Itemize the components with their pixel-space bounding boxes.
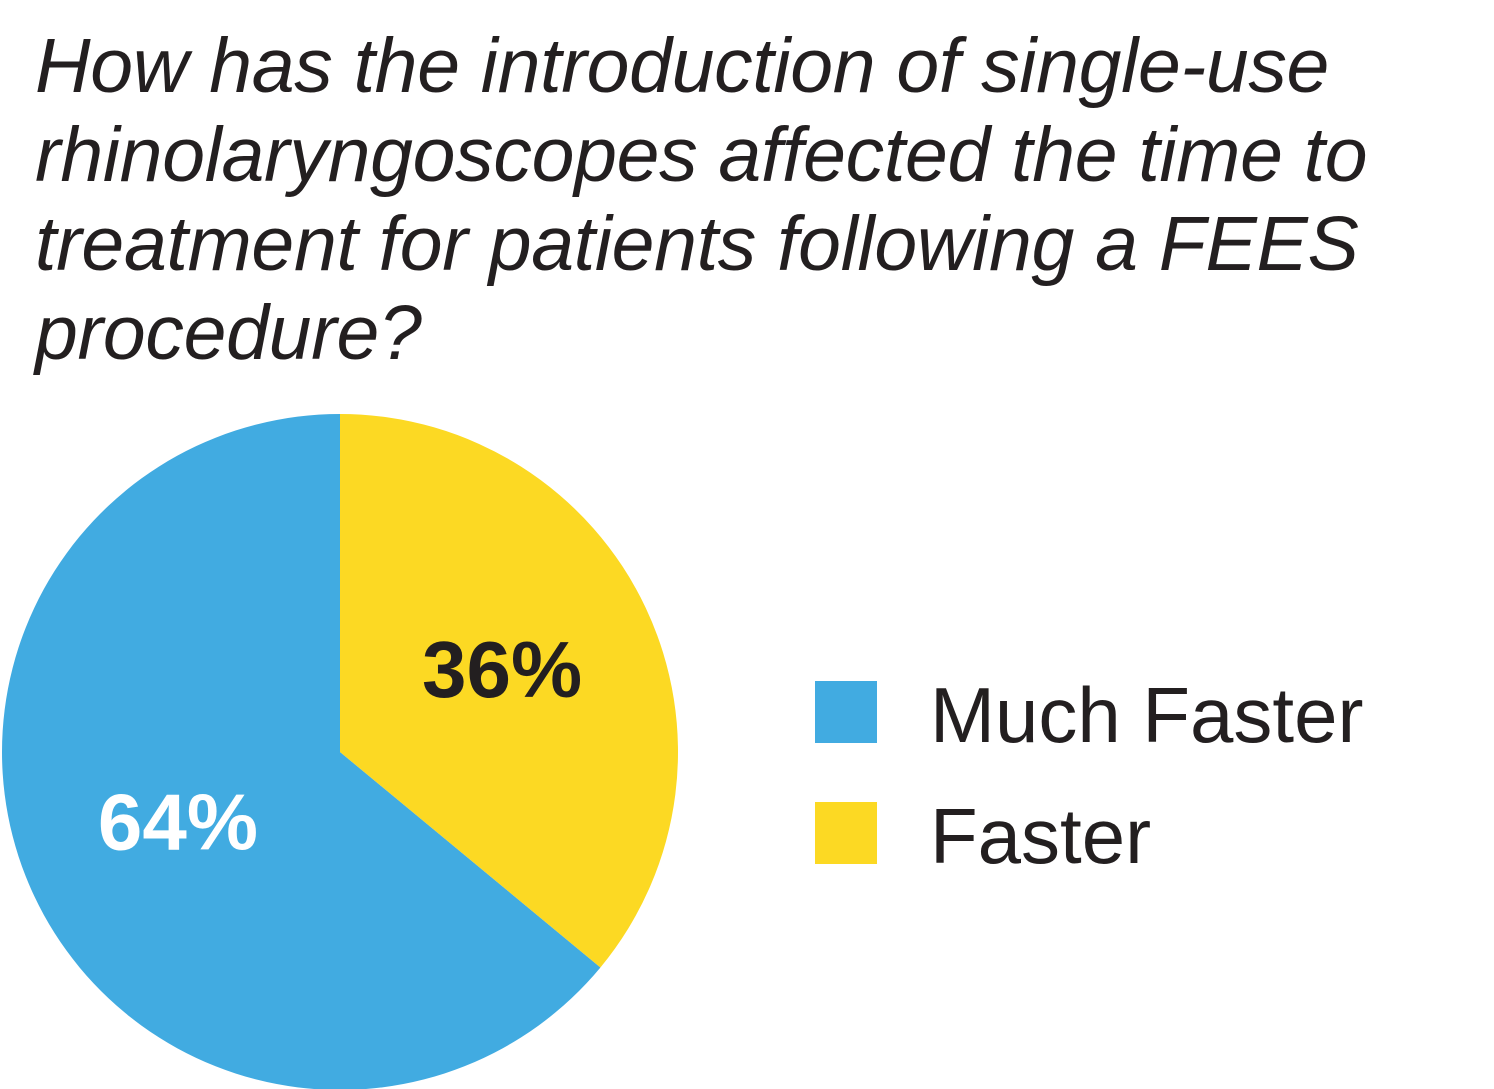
legend-swatch [815,681,877,743]
legend-swatch [815,802,877,864]
legend-label: Faster [930,792,1151,880]
data-label: 36% [422,625,582,714]
pie-slice [2,414,601,1089]
data-label: 64% [98,777,258,866]
pie-slice [340,414,679,968]
chart-title: How has the introduction of single-use r… [35,23,1368,376]
legend-label: Much Faster [930,671,1363,759]
